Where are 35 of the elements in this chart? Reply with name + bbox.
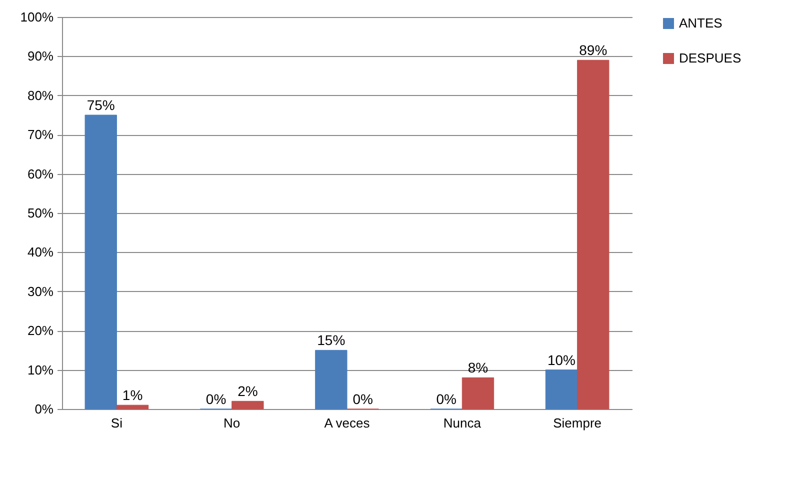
y-tick-label: 20% bbox=[27, 323, 54, 338]
y-tick-label: 70% bbox=[27, 127, 54, 142]
data-label: 89% bbox=[579, 42, 608, 58]
y-tick-label: 50% bbox=[27, 206, 54, 220]
bar bbox=[545, 370, 578, 410]
bar bbox=[232, 400, 264, 410]
data-label: 10% bbox=[547, 352, 576, 368]
data-label: 0% bbox=[436, 391, 456, 407]
data-label: 15% bbox=[317, 332, 346, 348]
legend-label: ANTES bbox=[679, 16, 723, 30]
x-tick-label: Si bbox=[110, 416, 123, 430]
x-tick-label: No bbox=[224, 416, 240, 430]
y-tick-label: 80% bbox=[27, 88, 54, 103]
bar bbox=[315, 350, 348, 410]
data-label: 1% bbox=[122, 387, 143, 404]
data-label: 2% bbox=[238, 383, 258, 400]
data-label: 0% bbox=[352, 391, 373, 407]
bar bbox=[462, 377, 494, 410]
bar bbox=[577, 60, 610, 410]
legend-label: DESPUES bbox=[679, 50, 742, 66]
y-tick-label: 0% bbox=[34, 402, 54, 416]
y-tick-label: 90% bbox=[27, 48, 54, 64]
x-tick-label: Nunca bbox=[443, 416, 482, 430]
x-tick-label: Siempre bbox=[553, 416, 602, 430]
data-label: 8% bbox=[468, 360, 488, 376]
data-label: 75% bbox=[86, 97, 115, 113]
bar bbox=[116, 404, 149, 410]
x-tick-label: A veces bbox=[324, 416, 370, 430]
bar bbox=[84, 114, 117, 410]
data-label: 0% bbox=[206, 391, 226, 407]
y-tick-label: 60% bbox=[27, 166, 54, 182]
y-tick-label: 40% bbox=[27, 244, 54, 260]
y-tick-label: 30% bbox=[27, 284, 54, 299]
y-tick-label: 100% bbox=[20, 10, 54, 24]
y-tick-label: 10% bbox=[27, 362, 54, 378]
